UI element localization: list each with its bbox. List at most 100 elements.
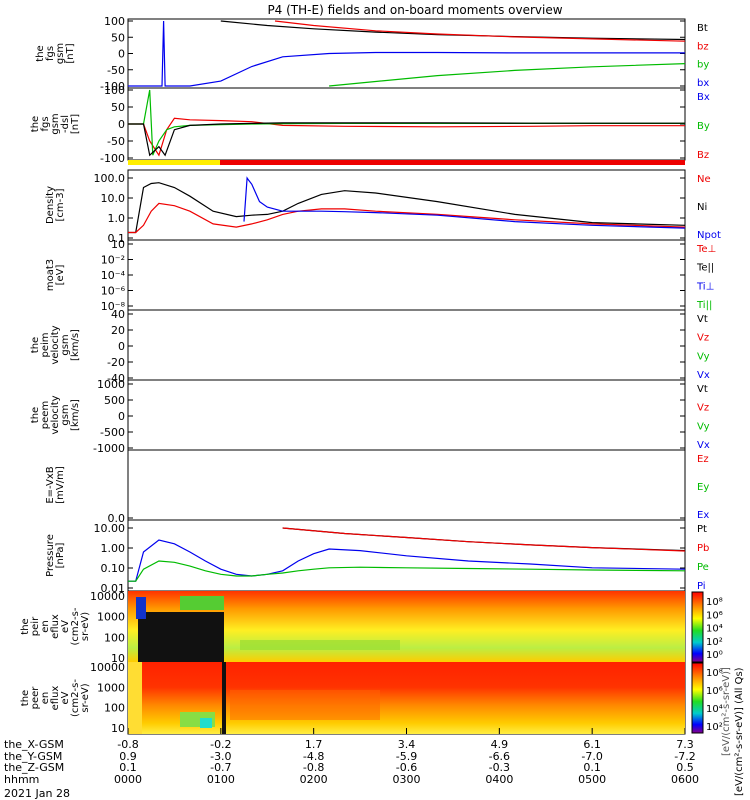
time-row-value: -7.2 bbox=[674, 750, 695, 763]
ylabel-peir: sr-eV) bbox=[80, 612, 91, 641]
ytick-label-efield: 0.0 bbox=[108, 512, 126, 525]
ytick-label-density: 0.1 bbox=[108, 232, 126, 245]
time-row-value: 0200 bbox=[300, 773, 328, 786]
peer-spectrogram-yellow bbox=[128, 662, 142, 734]
ytick-label-peer: 100 bbox=[104, 702, 125, 715]
peer-spectrogram-lowband bbox=[230, 690, 380, 720]
legend-density-Ni: Ni bbox=[697, 202, 707, 213]
ylabel-peer: eflux bbox=[50, 686, 61, 711]
ylabel-moat3: moat3 bbox=[45, 259, 56, 291]
ylabel-peir: (cm2-s- bbox=[70, 607, 81, 645]
ylabel-efield: [mV/m] bbox=[55, 466, 66, 504]
colorbar-tick-peer: 10⁸ bbox=[706, 668, 723, 679]
legend-peem-Vz: Vz bbox=[697, 403, 709, 414]
ytick-label-peem: -1000 bbox=[93, 442, 125, 455]
panel-efield: 0.0 E=-VxB [mV/m] Ez Ey Ex bbox=[45, 449, 709, 525]
ylabel-peer: sr-eV) bbox=[80, 683, 91, 712]
time-row-value: 6.1 bbox=[583, 738, 601, 751]
peer-spectrogram-fill bbox=[128, 662, 685, 734]
ylabel-peir: en bbox=[40, 620, 51, 633]
time-row-value: 0500 bbox=[578, 773, 606, 786]
ylabel-peir: peir bbox=[30, 616, 41, 636]
time-row-label: the_X-GSM bbox=[4, 738, 64, 751]
ytick-label-fgs2: 50 bbox=[111, 101, 125, 114]
panel-frame-density bbox=[127, 169, 686, 241]
ytick-label-peer: 10 bbox=[111, 722, 125, 735]
ylabel-fgs2: -dsl bbox=[60, 115, 71, 133]
time-row-value: 3.4 bbox=[398, 738, 416, 751]
ytick-label-peir: 10 bbox=[111, 652, 125, 665]
ylabel-pressure: [nPa] bbox=[55, 542, 66, 568]
colorbar-tick-peir: 10² bbox=[706, 637, 723, 648]
ylabel-density: [cm-3] bbox=[55, 188, 66, 221]
ytick-label-peir: 1000 bbox=[97, 611, 125, 624]
ylabel-peim: gsm bbox=[60, 334, 71, 355]
ytick-label-moat3: 10⁻⁶ bbox=[101, 285, 126, 298]
panel-pressure: 10.00 1.00 0.10 0.01 Pressure [nPa] Pt Pb Pe Pi bbox=[45, 519, 709, 595]
ytick-label-peem: 500 bbox=[104, 394, 125, 407]
ytick-label-peem: -500 bbox=[100, 426, 125, 439]
time-row-value: 0.1 bbox=[583, 761, 601, 774]
ytick-label-peem: 1000 bbox=[97, 378, 125, 391]
ytick-label-moat3: 10⁻⁴ bbox=[101, 269, 126, 282]
ytick-label-peir: 100 bbox=[104, 631, 125, 644]
time-row-value: 0100 bbox=[207, 773, 235, 786]
legend-peim-Vx: Vx bbox=[697, 370, 710, 381]
peir-spectrogram bbox=[128, 591, 685, 662]
time-row-value: 1.7 bbox=[305, 738, 323, 751]
time-row-value: -0.8 bbox=[117, 738, 138, 751]
legend-efield-Ex: Ex bbox=[697, 510, 709, 521]
time-row-label: the_Z-GSM bbox=[4, 761, 64, 774]
time-axis: the_X-GSM -0.8 -0.2 1.7 3.4 4.9 6.1 7.3 the_Y-GS… bbox=[4, 728, 699, 786]
ytick-label-fgs2: 100 bbox=[104, 84, 125, 97]
ylabel-peim: peim bbox=[40, 332, 51, 357]
ytick-label-pressure: 0.10 bbox=[101, 562, 126, 575]
time-row-value: -0.6 bbox=[396, 761, 417, 774]
series-fgs-bz bbox=[274, 20, 686, 42]
series-pressure-Pe bbox=[128, 560, 686, 582]
ylabel-fgs: [nT] bbox=[65, 43, 76, 63]
panel-frame-peem bbox=[127, 379, 686, 451]
ytick-label-density: 100.0 bbox=[94, 172, 126, 185]
colorbar-tick-peer: 10⁴ bbox=[706, 704, 723, 715]
ylabel-peem: [km/s] bbox=[70, 399, 81, 431]
legend-pressure-Pe: Pe bbox=[697, 562, 709, 573]
panel-peim: 40 20 0 -20 -40 the peim velocity gsm [km/s] Vt Vz V… bbox=[30, 308, 710, 385]
ylabel-peem: gsm bbox=[60, 404, 71, 425]
legend-peem-Vx: Vx bbox=[697, 440, 710, 451]
panel-frame-peim bbox=[127, 309, 686, 381]
peir-spectrogram-green bbox=[180, 596, 224, 610]
peir-spectrogram-green2 bbox=[240, 640, 400, 650]
ylabel-peim: velocity bbox=[50, 325, 61, 364]
series-density-Ne bbox=[128, 202, 686, 234]
ytick-label-peir: 10000 bbox=[90, 590, 125, 603]
legend-fgs2-Bx: Bx bbox=[697, 92, 710, 103]
ytick-label-peer: 10000 bbox=[90, 661, 125, 674]
time-row-value: 0.5 bbox=[676, 761, 694, 774]
panel-peem: 1000 500 0 -500 -1000 the peem velocity gsm [km/s… bbox=[30, 378, 710, 455]
ytick-label-fgs: -50 bbox=[107, 64, 125, 77]
legend-density-Npot: Npot bbox=[697, 230, 721, 241]
time-row-value: -0.3 bbox=[489, 761, 510, 774]
ylabel-peer: en bbox=[40, 692, 51, 705]
ytick-label-peim: -40 bbox=[107, 372, 125, 385]
series-fgs-Bt bbox=[220, 20, 686, 41]
ytick-label-fgs2: -50 bbox=[107, 135, 125, 148]
colorbar-tick-peer: 10² bbox=[706, 722, 723, 733]
ylabel-peem: velocity bbox=[50, 395, 61, 434]
ylabel-peir: eflux bbox=[50, 614, 61, 639]
time-row-value: 7.3 bbox=[676, 738, 694, 751]
series-density-Npot bbox=[243, 176, 686, 229]
series-pressure-Pb bbox=[282, 527, 686, 552]
ytick-label-peim: 40 bbox=[111, 308, 125, 321]
ylabel-efield: E=-VxB bbox=[45, 466, 56, 503]
ylabel-fgs2: the bbox=[30, 116, 41, 132]
legend-density-Ne: Ne bbox=[697, 174, 711, 185]
legend-moat3-Te||: Te|| bbox=[696, 263, 714, 274]
peer-spectrogram-gap bbox=[222, 662, 226, 734]
colorbar-label-2: [eV/(cm²-s-sr-eV)] bbox=[721, 667, 732, 756]
time-row-value: 0600 bbox=[671, 773, 699, 786]
legend-peim-Vy: Vy bbox=[697, 351, 710, 362]
time-row-value: -0.8 bbox=[303, 761, 324, 774]
time-row-value: 0300 bbox=[393, 773, 421, 786]
